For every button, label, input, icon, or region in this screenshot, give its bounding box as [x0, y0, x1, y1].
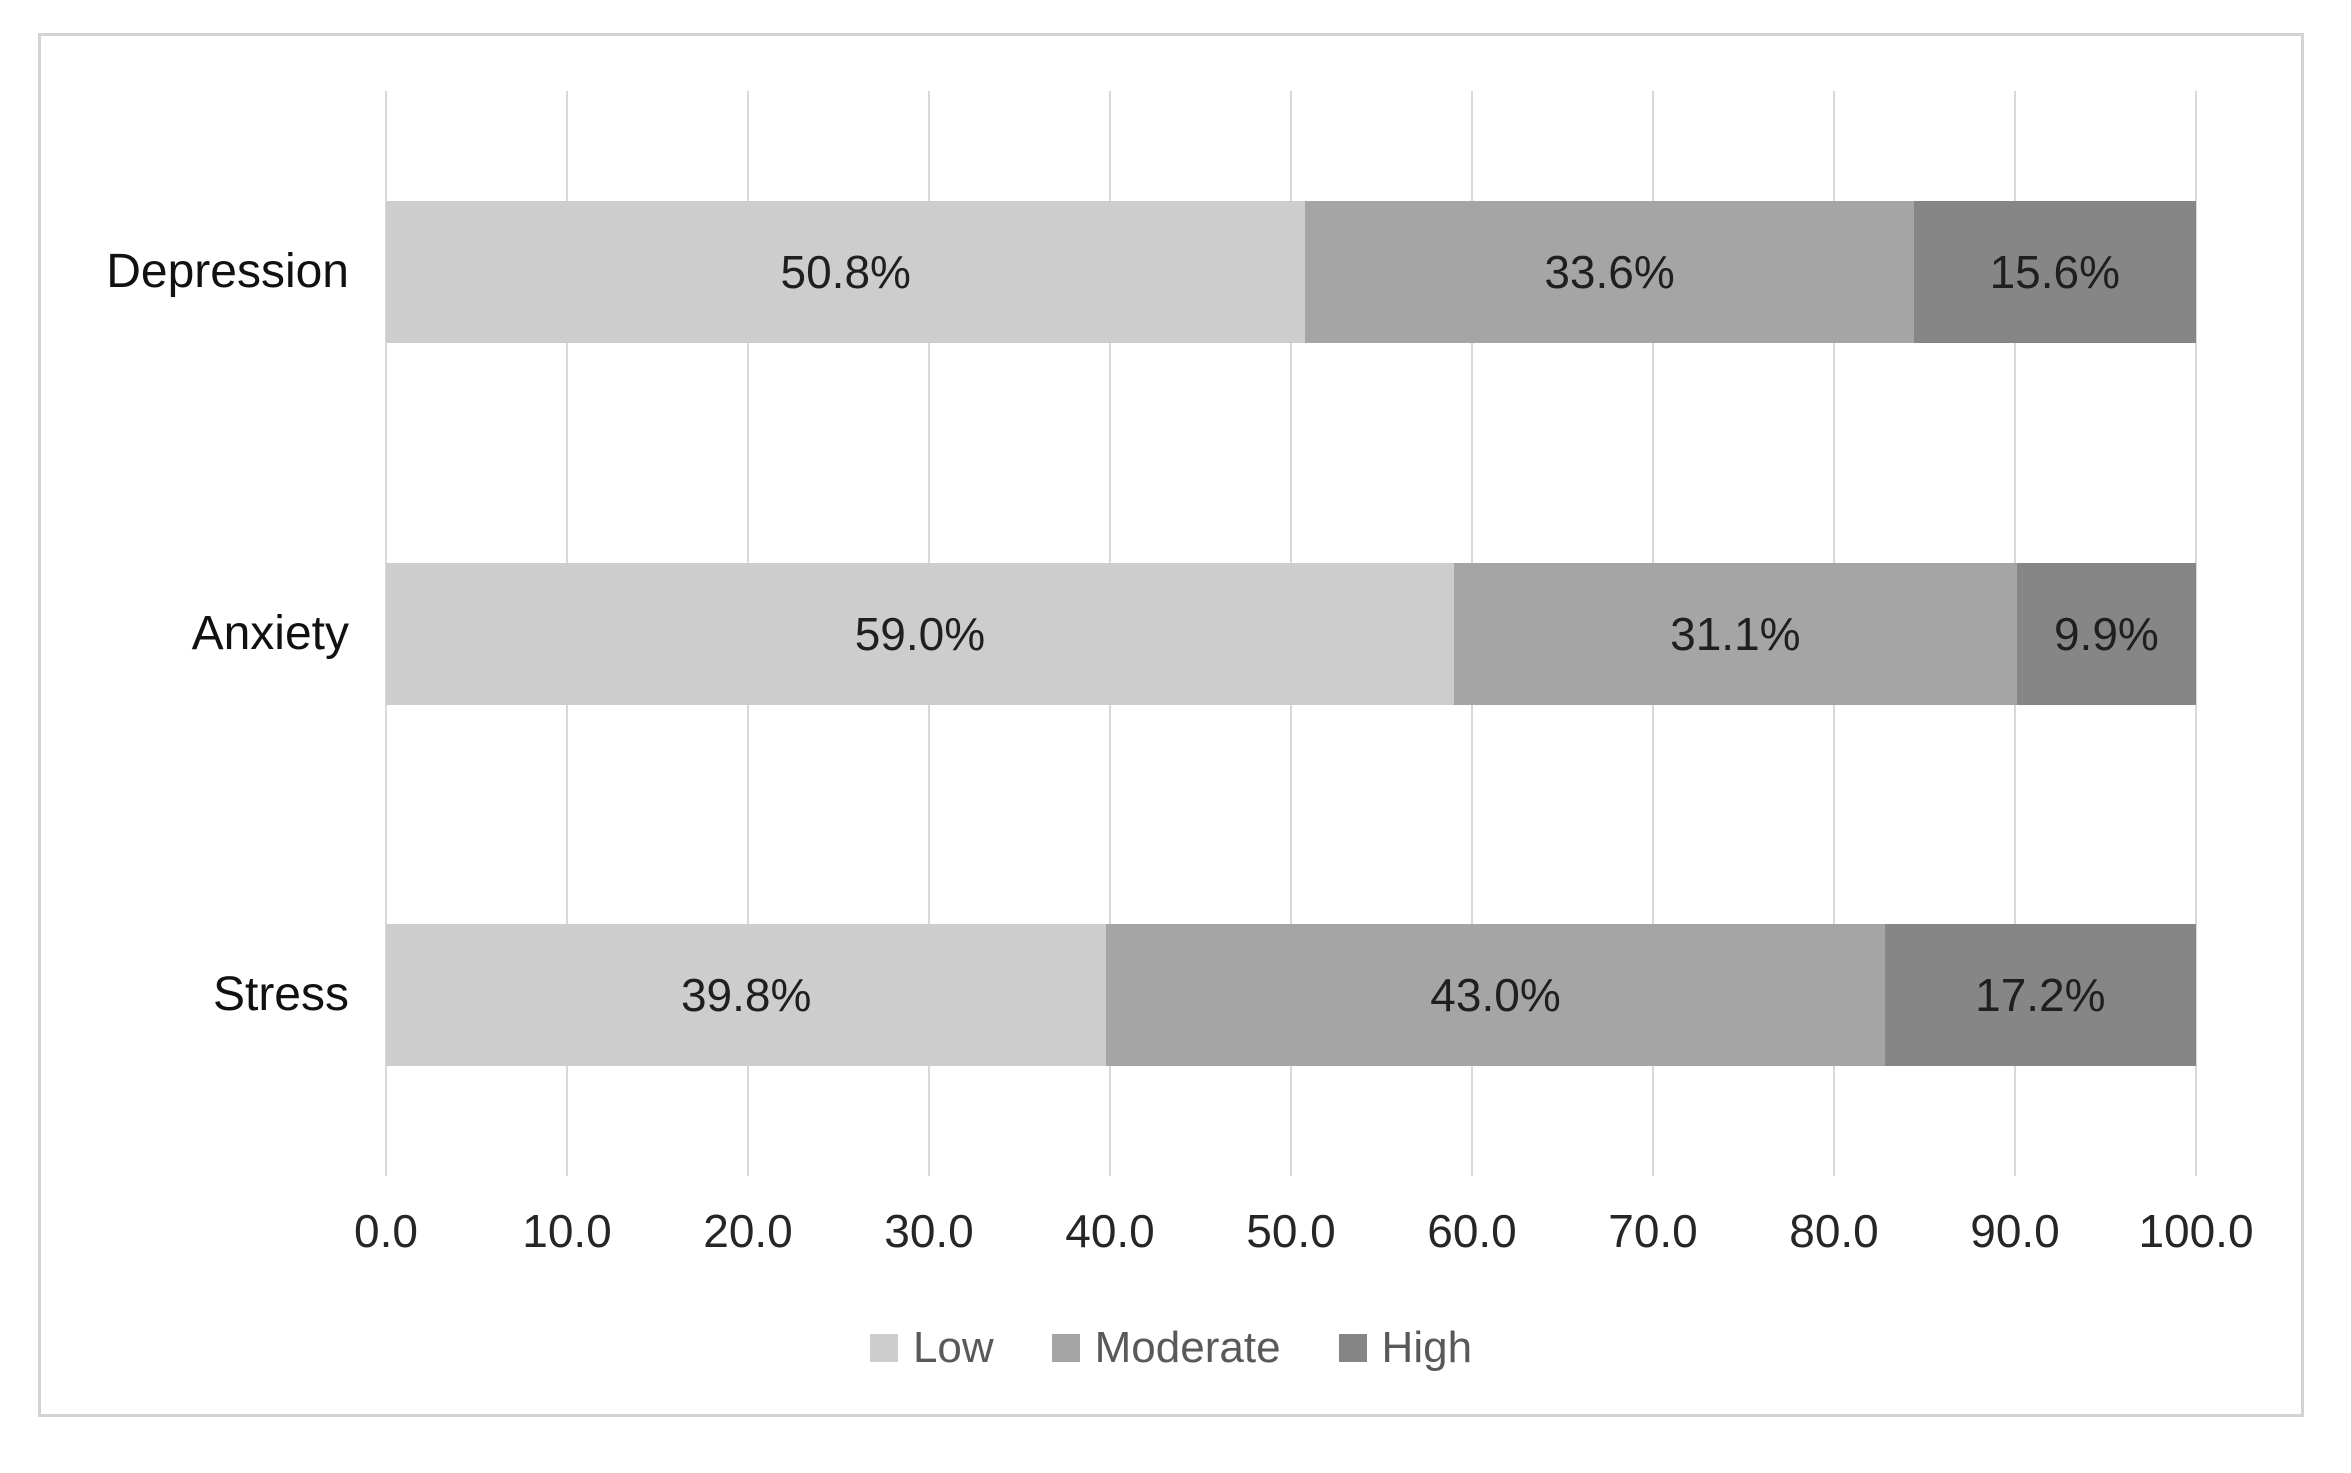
bar-value-label: 39.8%: [680, 969, 812, 1022]
legend-swatch-low-icon: [869, 1334, 898, 1362]
x-tick-label: 100.0: [2138, 1205, 2254, 1257]
plot-area: 50.8% 33.6% 15.6% 59.0% 31.1% 9.9% 39.8% 43.0% 1…: [385, 91, 2197, 1176]
legend: Low Moderate High: [41, 1318, 2301, 1378]
x-tick-label: 10.0: [522, 1205, 612, 1257]
x-tick-label: 30.0: [884, 1205, 974, 1257]
bar-value-label: 15.6%: [1989, 245, 2121, 298]
bar-segment-moderate: 31.1%: [1453, 562, 2017, 705]
legend-label: Moderate: [1094, 1323, 1281, 1372]
legend-item-low: Low: [869, 1323, 994, 1373]
bar-segment-low: 39.8%: [386, 924, 1107, 1067]
x-tick-label: 50.0: [1246, 1205, 1336, 1257]
bar-value-label: 33.6%: [1544, 245, 1675, 298]
category-label: Depression: [106, 244, 349, 298]
x-tick-label: 80.0: [1789, 1205, 1879, 1257]
x-tick-label: 70.0: [1608, 1205, 1698, 1257]
bar-segment-low: 59.0%: [386, 562, 1454, 705]
legend-item-moderate: Moderate: [1051, 1323, 1281, 1373]
bar-value-label: 31.1%: [1670, 607, 1801, 660]
bar-segment-moderate: 43.0%: [1106, 924, 1885, 1067]
x-tick-label: 40.0: [1065, 1205, 1155, 1257]
x-tick-label: 90.0: [1970, 1205, 2060, 1257]
bar-row: 39.8% 43.0% 17.2%: [386, 924, 2196, 1067]
bar-value-label: 59.0%: [854, 607, 986, 660]
legend-swatch-moderate-icon: [1051, 1334, 1080, 1362]
legend-label: High: [1381, 1323, 1473, 1372]
x-tick-label: 60.0: [1427, 1205, 1517, 1257]
bar-row: 59.0% 31.1% 9.9%: [386, 562, 2196, 705]
bar-segment-high: 15.6%: [1913, 200, 2196, 343]
bar-value-label: 17.2%: [1975, 969, 2106, 1022]
bar-segment-high: 17.2%: [1884, 924, 2196, 1067]
bar-value-label: 50.8%: [780, 245, 911, 298]
x-tick-label: 20.0: [703, 1205, 793, 1257]
bar-segment-moderate: 33.6%: [1305, 200, 1914, 343]
legend-item-high: High: [1338, 1323, 1473, 1373]
bar-row: 50.8% 33.6% 15.6%: [386, 200, 2196, 343]
x-tick-label: 0.0: [354, 1205, 418, 1257]
bar-segment-low: 50.8%: [386, 200, 1306, 343]
bar-value-label: 9.9%: [2053, 607, 2159, 660]
bar-value-label: 43.0%: [1430, 969, 1561, 1022]
category-label: Stress: [212, 968, 349, 1022]
bar-segment-high: 9.9%: [2016, 562, 2196, 705]
legend-swatch-high-icon: [1338, 1334, 1367, 1362]
chart-figure: 50.8% 33.6% 15.6% 59.0% 31.1% 9.9% 39.8% 43.0% 1…: [38, 33, 2304, 1417]
gridline: [2195, 91, 2197, 1176]
x-axis: 0.0 10.0 20.0 30.0 40.0 50.0 60.0 70.0 80.0 90.0 1…: [354, 1204, 2254, 1264]
legend-label: Low: [912, 1323, 994, 1372]
category-label: Anxiety: [191, 606, 349, 660]
